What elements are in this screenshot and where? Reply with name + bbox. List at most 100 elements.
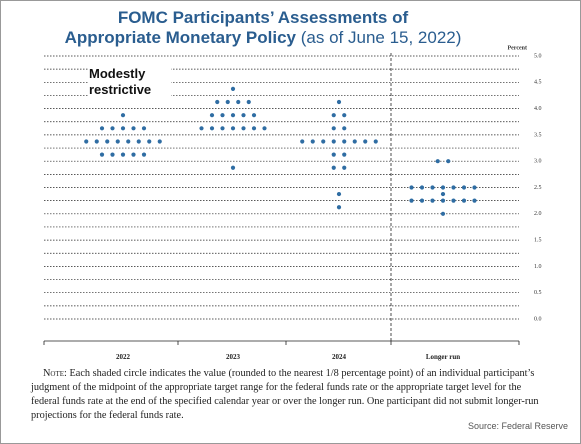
dot: [209, 113, 215, 118]
dot: [331, 139, 336, 144]
dot: [440, 198, 446, 203]
dot: [131, 126, 136, 131]
note: Note: Each shaded circle indicates the v…: [31, 367, 551, 423]
source: Source: Federal Reserve: [467, 421, 568, 431]
dot: [120, 126, 126, 131]
dot: [230, 165, 236, 170]
dot: [342, 126, 347, 131]
x-tick-label: 2022: [116, 353, 131, 361]
title-date: (as of June 15, 2022): [301, 28, 462, 47]
dot: [331, 113, 336, 118]
dot: [461, 198, 467, 203]
dot: [225, 99, 230, 105]
dot: [300, 139, 305, 144]
dot: [451, 198, 456, 203]
dot: [131, 152, 136, 157]
title-line1: FOMC Participants’ Assessments of: [118, 8, 409, 27]
dot: [440, 185, 446, 190]
dot: [331, 126, 336, 131]
dot: [141, 126, 147, 131]
y-tick-label: 5.0: [534, 53, 542, 59]
dot: [136, 139, 141, 144]
dot: [310, 139, 315, 144]
dot: [331, 152, 336, 157]
y-tick-label: 3.5: [534, 132, 542, 138]
y-tick-label: 1.5: [534, 237, 542, 243]
y-tick-label: 1.0: [534, 264, 542, 270]
dot: [352, 139, 357, 144]
dot: [419, 198, 425, 203]
dot: [220, 126, 225, 131]
dot: [461, 185, 467, 190]
dot: [99, 126, 105, 131]
dot: [241, 113, 246, 118]
dot: [230, 126, 236, 131]
y-tick-label: 4.5: [534, 80, 542, 86]
dot: [446, 159, 451, 164]
dot: [199, 126, 204, 131]
dot: [230, 113, 236, 118]
dot: [84, 139, 89, 144]
dot: [251, 126, 257, 131]
y-tick-label: 0.0: [534, 316, 542, 322]
dot: [241, 126, 246, 131]
dot: [120, 152, 126, 157]
dot: [342, 139, 347, 144]
dot: [126, 139, 131, 144]
dot: [262, 126, 267, 131]
dot: [120, 113, 126, 118]
dot: [373, 139, 378, 144]
dot: [157, 139, 162, 144]
title-line2: Appropriate Monetary Policy (as of June …: [65, 28, 462, 47]
dot: [435, 159, 440, 164]
dot: [430, 185, 435, 190]
y-axis-label: Percent: [507, 45, 527, 51]
x-tick-label: 2024: [332, 353, 347, 361]
x-tick-label: 2023: [226, 353, 241, 361]
y-tick-label: 4.0: [534, 106, 542, 112]
dot: [220, 113, 225, 118]
dot: [440, 191, 446, 197]
dot: [336, 99, 342, 105]
dot: [336, 205, 342, 210]
dot: [342, 165, 347, 170]
dot: [141, 152, 147, 157]
dot: [409, 185, 414, 190]
x-tick-label: Longer run: [426, 353, 460, 361]
dot: [409, 198, 414, 203]
note-label: Note:: [43, 368, 67, 379]
dot: [419, 185, 425, 190]
y-tick-label: 2.0: [534, 211, 542, 217]
y-tick-label: 0.5: [534, 290, 542, 296]
note-text: Each shaded circle indicates the value (…: [31, 368, 539, 421]
dot: [430, 198, 435, 203]
annotation: Modestly restrictive: [89, 66, 171, 98]
dot: [472, 185, 477, 190]
dot: [472, 198, 477, 203]
y-tick-label: 2.5: [534, 185, 542, 191]
dot: [246, 99, 251, 105]
title-main: Appropriate Monetary Policy: [65, 28, 297, 47]
dot: [209, 126, 215, 131]
dot: [230, 86, 236, 91]
dot: [451, 185, 456, 190]
dot: [321, 139, 326, 144]
dot: [99, 152, 105, 157]
dot: [342, 113, 347, 118]
dot: [147, 139, 152, 144]
dot: [105, 139, 110, 144]
dot: [115, 139, 120, 144]
dot: [363, 139, 368, 144]
dot: [94, 139, 99, 144]
dot: [331, 165, 336, 170]
dot: [236, 99, 241, 105]
dot: [342, 152, 347, 157]
dot: [215, 99, 220, 105]
dot: [110, 152, 115, 157]
dot: [440, 211, 446, 216]
y-tick-label: 3.0: [534, 159, 542, 165]
dot: [251, 113, 257, 118]
dot: [110, 126, 115, 131]
